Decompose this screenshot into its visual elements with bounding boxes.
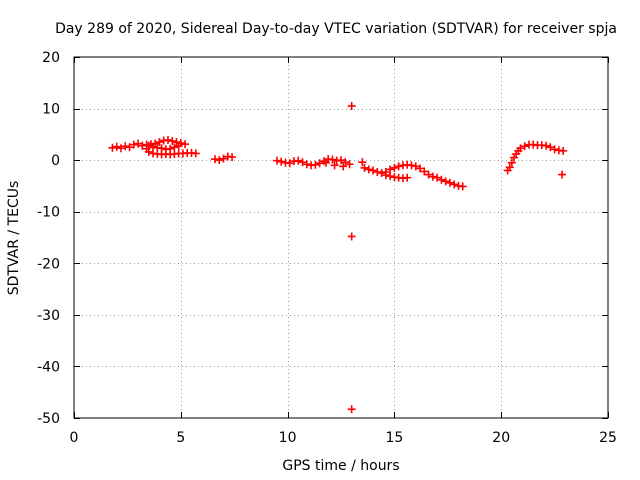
y-tick-label: -40 xyxy=(37,359,60,375)
data-point xyxy=(272,156,281,165)
y-tick-label: 20 xyxy=(42,50,60,66)
data-point xyxy=(285,159,294,168)
data-point xyxy=(157,144,166,153)
data-point xyxy=(311,160,320,169)
data-point xyxy=(386,172,395,181)
data-point xyxy=(516,144,525,153)
data-point xyxy=(108,143,117,152)
data-point xyxy=(125,143,134,152)
data-point xyxy=(386,165,395,174)
data-point xyxy=(170,143,179,152)
data-point xyxy=(339,162,348,171)
data-point xyxy=(134,139,143,148)
data-point xyxy=(345,160,354,169)
y-tick-label: -50 xyxy=(37,411,60,427)
data-point xyxy=(507,158,516,167)
data-point xyxy=(174,141,183,150)
data-point xyxy=(341,158,350,167)
data-point xyxy=(428,172,437,181)
data-point xyxy=(144,141,153,150)
data-point xyxy=(121,142,130,151)
data-point xyxy=(364,165,373,174)
data-point xyxy=(358,158,367,167)
grid xyxy=(74,57,608,418)
data-point xyxy=(394,162,403,171)
data-point xyxy=(294,156,303,165)
y-tick-label: -20 xyxy=(37,256,60,272)
data-point xyxy=(437,175,446,184)
data-point xyxy=(360,163,369,172)
data-point xyxy=(166,144,175,153)
data-point xyxy=(373,168,382,177)
data-point xyxy=(219,154,228,163)
data-point xyxy=(424,170,433,179)
x-tick-label: 25 xyxy=(599,430,617,446)
data-point xyxy=(403,173,412,182)
data-point xyxy=(542,141,551,150)
data-point xyxy=(450,180,459,189)
data-point xyxy=(112,142,121,151)
x-tick-label: 0 xyxy=(70,430,79,446)
data-point xyxy=(347,405,356,414)
data-point xyxy=(163,136,172,145)
data-point xyxy=(420,167,429,176)
data-point xyxy=(433,173,442,182)
y-tick-label: -10 xyxy=(37,205,60,221)
data-point xyxy=(328,155,337,164)
data-point xyxy=(322,158,331,167)
data-point xyxy=(155,138,164,147)
data-point xyxy=(215,156,224,165)
data-point xyxy=(277,157,286,166)
data-point xyxy=(191,149,200,158)
y-tick-label: -30 xyxy=(37,308,60,324)
x-axis-title: GPS time / hours xyxy=(282,458,399,474)
plot-border xyxy=(73,56,609,419)
data-point xyxy=(445,178,454,187)
data-point xyxy=(390,163,399,172)
data-point xyxy=(210,155,219,164)
data-point xyxy=(347,101,356,110)
data-point xyxy=(407,161,416,170)
data-point xyxy=(550,145,559,154)
data-point xyxy=(149,142,158,151)
data-point xyxy=(458,182,467,191)
data-point xyxy=(369,166,378,175)
data-point xyxy=(181,140,190,149)
y-tick-label: 10 xyxy=(42,102,60,118)
data-point xyxy=(441,177,450,186)
data-point xyxy=(505,163,514,172)
data-point xyxy=(411,162,420,171)
y-axis-title: SDTVAR / TECUs xyxy=(6,181,22,296)
axis-ticks: 0 5 10 15 20 25 20 10 0 -10 -20 -30 -40 -50 xyxy=(37,50,617,446)
data-point xyxy=(330,161,339,170)
chart-title: Day 289 of 2020, Sidereal Day-to-day VTE… xyxy=(55,21,617,37)
data-point xyxy=(520,142,529,151)
x-tick-label: 5 xyxy=(176,430,185,446)
data-point xyxy=(347,232,356,241)
data-point xyxy=(381,171,390,180)
x-tick-label: 15 xyxy=(385,430,403,446)
data-point xyxy=(559,146,568,155)
data-point xyxy=(168,137,177,146)
data-point xyxy=(377,169,386,178)
y-tick-label: 0 xyxy=(51,153,60,169)
x-tick-label: 20 xyxy=(492,430,510,446)
data-points xyxy=(108,101,568,414)
data-point xyxy=(228,153,237,162)
data-point xyxy=(558,170,567,179)
data-point xyxy=(298,158,307,167)
data-point xyxy=(129,140,138,149)
data-point xyxy=(416,164,425,173)
data-point xyxy=(337,156,345,165)
x-tick-label: 10 xyxy=(279,430,297,446)
data-point xyxy=(302,160,311,169)
data-point xyxy=(546,143,555,152)
data-point xyxy=(116,144,125,153)
